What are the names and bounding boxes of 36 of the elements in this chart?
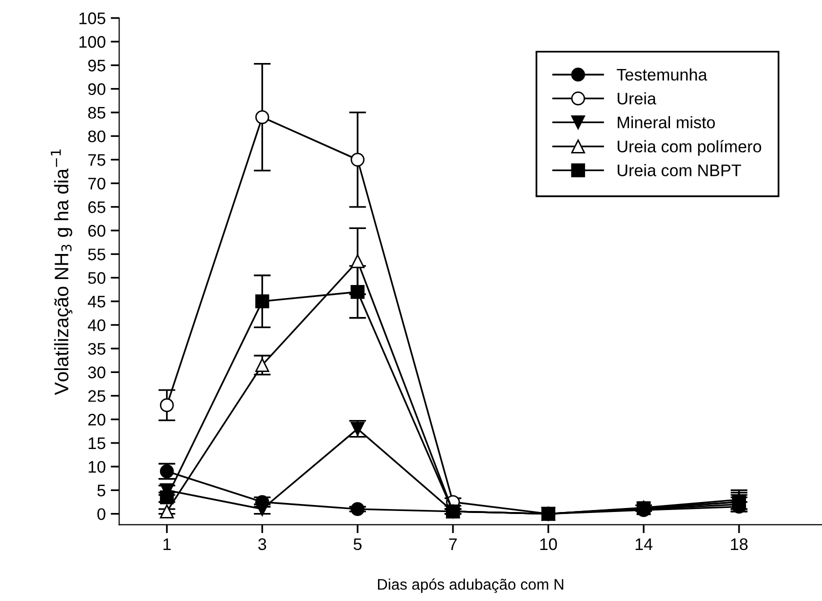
x-tick-label: 5 xyxy=(354,538,362,550)
y-tick-label: 70 xyxy=(88,178,106,190)
y-tick-label: 15 xyxy=(88,438,106,450)
y-tick-label: 35 xyxy=(88,342,106,355)
x-tick-label: 1 xyxy=(164,538,171,550)
y-tick-label: 25 xyxy=(88,390,106,402)
y-tick-label: 95 xyxy=(88,60,106,72)
legend-label: Ureia com polímero xyxy=(618,140,762,156)
y-tick-label: 80 xyxy=(88,130,106,142)
x-axis-title: Dias após adubação com N xyxy=(378,578,564,593)
x-tick-label: 18 xyxy=(731,538,748,550)
legend-label: Ureia xyxy=(618,92,656,104)
y-tick-label: 60 xyxy=(88,224,106,237)
y-tick-label: 5 xyxy=(97,484,106,496)
legend-label: Testemunha xyxy=(616,68,708,81)
x-tick-label: 14 xyxy=(636,538,652,550)
y-tick-label: 30 xyxy=(88,366,106,378)
y-tick-label: 65 xyxy=(88,201,106,214)
y-tick-label: 10 xyxy=(88,460,106,473)
y-axis-title: Volatilização NH$_{3}$ g ha dia$^{−1}$ xyxy=(50,149,72,396)
y-tick-label: 105 xyxy=(79,12,106,24)
y-tick-label: 50 xyxy=(88,272,106,284)
y-tick-label: 0 xyxy=(97,508,106,520)
y-tick-label: 45 xyxy=(88,296,106,308)
x-tick-label: 3 xyxy=(258,538,266,550)
x-tick-label: 10 xyxy=(540,538,557,550)
legend-label: Mineral misto xyxy=(618,116,715,128)
y-tick-label: 100 xyxy=(79,36,106,48)
y-tick-label: 75 xyxy=(88,154,106,166)
y-tick-label: 20 xyxy=(88,414,106,426)
legend-label: Ureia com NBPT xyxy=(618,164,742,176)
y-tick-label: 40 xyxy=(88,319,106,332)
y-tick-label: 90 xyxy=(88,83,106,96)
x-tick-label: 7 xyxy=(449,538,457,550)
y-tick-label: 85 xyxy=(88,106,106,119)
y-tick-label: 55 xyxy=(88,248,106,260)
